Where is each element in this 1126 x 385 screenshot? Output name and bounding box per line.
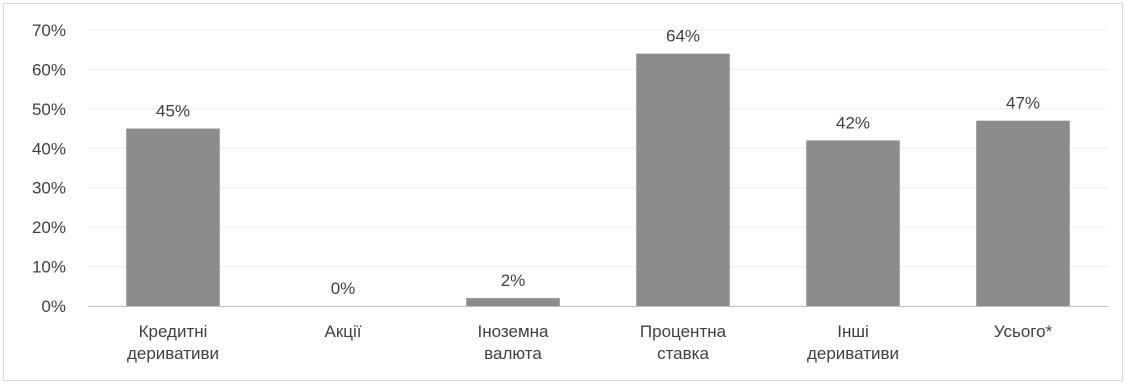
data-labels: 45% 0% 2% 64% 42% 47% xyxy=(156,27,1040,298)
data-label: 45% xyxy=(156,102,190,121)
bar xyxy=(636,53,730,307)
data-label: 64% xyxy=(666,27,700,46)
x-tick-label: Процентна ставка xyxy=(640,322,727,363)
bar xyxy=(466,298,560,306)
y-tick-label: 40% xyxy=(32,139,66,158)
data-label: 47% xyxy=(1006,94,1040,113)
y-tick-label: 10% xyxy=(32,258,66,277)
x-tick-label-line: ставка xyxy=(657,344,709,363)
x-tick-label-line: Іноземна xyxy=(478,322,550,341)
data-label: 42% xyxy=(836,113,870,132)
x-tick-label-line: Процентна xyxy=(640,322,727,341)
chart-frame: 0% 10% 20% 30% 40% 50% 60% 70% 45% 0% 2% 64% 42% 47%… xyxy=(3,3,1123,381)
y-axis-ticks: 0% 10% 20% 30% 40% 50% 60% 70% xyxy=(32,21,66,316)
x-tick-label: Кредитні деривативи xyxy=(127,322,219,363)
x-tick-label: Інші деривативи xyxy=(807,322,899,363)
data-label: 2% xyxy=(501,271,526,290)
data-label: 0% xyxy=(331,279,356,298)
y-tick-label: 20% xyxy=(32,218,66,237)
bars xyxy=(126,53,1070,307)
gridlines xyxy=(88,29,1108,268)
bar xyxy=(126,128,220,306)
y-tick-label: 50% xyxy=(32,100,66,119)
x-tick-label-line: Кредитні xyxy=(139,322,208,341)
y-tick-label: 0% xyxy=(41,297,66,316)
bar xyxy=(806,140,900,306)
x-tick-label: Іноземна валюта xyxy=(478,322,550,363)
x-tick-label-line: Інші xyxy=(837,322,869,341)
x-tick-label-line: деривативи xyxy=(127,344,219,363)
x-tick-label-line: Акції xyxy=(324,322,361,341)
bar xyxy=(976,120,1070,306)
x-tick-label-line: Усього* xyxy=(994,322,1053,341)
y-tick-label: 60% xyxy=(32,60,66,79)
y-tick-label: 70% xyxy=(32,21,66,40)
bar-chart: 0% 10% 20% 30% 40% 50% 60% 70% 45% 0% 2% 64% 42% 47%… xyxy=(32,21,1108,363)
x-tick-label-line: деривативи xyxy=(807,344,899,363)
x-axis-ticks: Кредитні деривативи Акції Іноземна валюта Про… xyxy=(127,322,1053,363)
y-tick-label: 30% xyxy=(32,179,66,198)
x-tick-label: Усього* xyxy=(994,322,1053,341)
x-tick-label: Акції xyxy=(324,322,361,341)
x-tick-label-line: валюта xyxy=(484,344,542,363)
